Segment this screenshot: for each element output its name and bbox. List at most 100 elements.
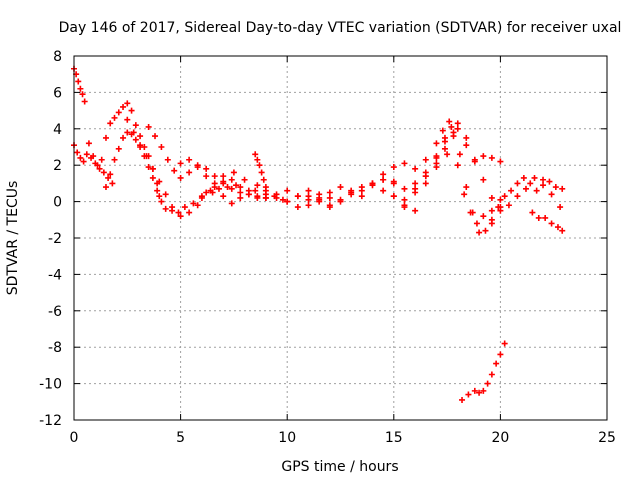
data-point — [463, 134, 470, 141]
x-tick-label: 15 — [385, 430, 403, 446]
data-point — [81, 98, 88, 105]
series-track-i — [252, 151, 269, 191]
data-point — [450, 133, 457, 140]
data-point — [527, 180, 534, 187]
data-point — [102, 134, 109, 141]
y-tick-label: 8 — [53, 49, 62, 65]
data-point — [454, 125, 461, 132]
data-point — [476, 229, 483, 236]
data-point — [107, 120, 114, 127]
data-point — [158, 198, 165, 205]
data-point — [80, 158, 87, 165]
data-point — [305, 202, 312, 209]
x-axis-label: GPS time / hours — [281, 459, 398, 475]
data-point — [326, 194, 333, 201]
grid-lines — [74, 56, 607, 420]
data-point — [488, 154, 495, 161]
data-point — [162, 205, 169, 212]
data-point — [390, 180, 397, 187]
data-point — [493, 360, 500, 367]
y-tick-label: -10 — [39, 377, 62, 393]
series-track-c — [85, 100, 163, 200]
data-point — [294, 193, 301, 200]
axis-ticks — [73, 55, 608, 421]
data-point — [171, 167, 178, 174]
data-point — [439, 127, 446, 134]
data-point — [237, 189, 244, 196]
data-point — [154, 187, 161, 194]
data-point — [149, 165, 156, 172]
data-point — [252, 151, 259, 158]
y-tick-label: -4 — [48, 267, 62, 283]
data-point — [488, 194, 495, 201]
data-point — [169, 204, 176, 211]
data-point — [552, 184, 559, 191]
data-point — [130, 129, 137, 136]
data-point — [128, 107, 135, 114]
data-point — [279, 196, 286, 203]
data-point — [181, 204, 188, 211]
data-point — [305, 193, 312, 200]
y-tick-label: 4 — [53, 122, 62, 138]
data-point — [497, 351, 504, 358]
data-point — [124, 116, 131, 123]
data-point — [237, 184, 244, 191]
data-point — [190, 200, 197, 207]
series-track-a — [71, 65, 88, 105]
data-point — [505, 202, 512, 209]
data-point — [554, 224, 561, 231]
data-point — [514, 193, 521, 200]
data-point — [220, 173, 227, 180]
data-point — [102, 184, 109, 191]
data-point — [96, 165, 103, 172]
series-track-r — [497, 174, 564, 211]
x-tick-labels: 0 5 10 15 20 25 — [70, 430, 616, 446]
data-point — [164, 156, 171, 163]
data-point — [98, 156, 105, 163]
data-point — [546, 178, 553, 185]
data-point — [100, 169, 107, 176]
data-point — [488, 371, 495, 378]
data-point — [186, 169, 193, 176]
series-track-t — [459, 340, 508, 403]
data-point — [258, 169, 265, 176]
x-tick-label: 0 — [70, 430, 79, 446]
data-points — [71, 65, 566, 403]
data-point — [74, 149, 81, 156]
data-point — [497, 158, 504, 165]
data-point — [111, 114, 118, 121]
data-point — [488, 216, 495, 223]
data-point — [448, 123, 455, 130]
data-point — [380, 176, 387, 183]
data-point — [77, 85, 84, 92]
data-point — [461, 191, 468, 198]
y-tick-labels: -12 -10 -8 -6 -4 -2 0 2 4 6 8 — [39, 49, 62, 429]
data-point — [422, 180, 429, 187]
data-point — [520, 174, 527, 181]
y-tick-label: -2 — [48, 231, 62, 247]
data-point — [124, 129, 131, 136]
data-point — [284, 198, 291, 205]
data-point — [484, 380, 491, 387]
data-point — [109, 180, 116, 187]
series-track-d — [102, 129, 240, 216]
data-point — [203, 189, 210, 196]
data-point — [412, 165, 419, 172]
data-point — [456, 151, 463, 158]
data-point — [262, 191, 269, 198]
y-tick-label: -8 — [48, 340, 62, 356]
data-point — [245, 187, 252, 194]
data-point — [488, 207, 495, 214]
data-point — [433, 140, 440, 147]
data-point — [152, 133, 159, 140]
data-point — [463, 142, 470, 149]
data-point — [252, 187, 259, 194]
data-point — [326, 189, 333, 196]
data-point — [441, 145, 448, 152]
data-point — [326, 204, 333, 211]
x-tick-label: 10 — [278, 430, 296, 446]
data-point — [177, 174, 184, 181]
data-point — [137, 133, 144, 140]
